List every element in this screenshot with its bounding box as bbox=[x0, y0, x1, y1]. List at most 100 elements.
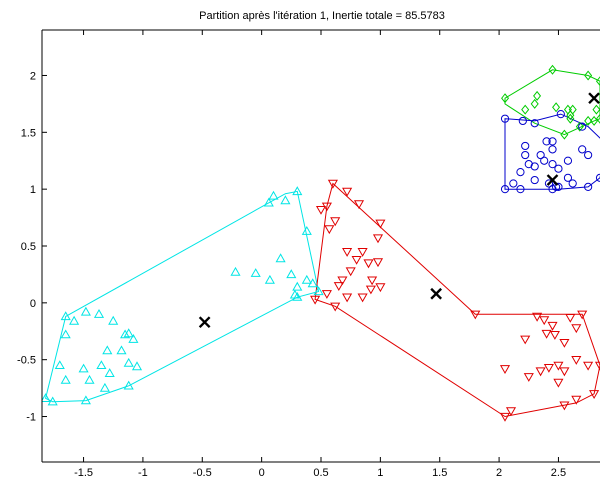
point-triangle-down-23 bbox=[330, 302, 341, 312]
point-circle-24 bbox=[544, 179, 554, 188]
point-circle-11 bbox=[521, 141, 530, 151]
point-circle-4 bbox=[556, 110, 565, 119]
point-diamond-18 bbox=[560, 129, 569, 140]
point-circle-12 bbox=[548, 145, 557, 154]
point-triangle-down-41 bbox=[559, 367, 570, 377]
point-triangle-down-4 bbox=[315, 206, 327, 215]
point-triangle-down-6 bbox=[324, 225, 335, 235]
point-triangle-down-17 bbox=[333, 282, 344, 292]
point-triangle-down-15 bbox=[345, 267, 356, 277]
point-triangle-35 bbox=[292, 291, 303, 301]
point-triangle-down-46 bbox=[594, 361, 600, 371]
point-triangle-12 bbox=[96, 360, 107, 369]
point-triangle-26 bbox=[250, 268, 261, 277]
point-diamond-17 bbox=[521, 104, 530, 115]
point-circle-8 bbox=[548, 137, 557, 146]
point-triangle-down-1 bbox=[327, 179, 338, 189]
point-triangle-down-50 bbox=[589, 390, 600, 400]
point-triangle-down-28 bbox=[539, 316, 550, 326]
point-diamond-16 bbox=[595, 113, 600, 124]
point-triangle-down-27 bbox=[532, 312, 543, 322]
point-triangle-down-51 bbox=[499, 412, 511, 422]
y-tick-label: 1 bbox=[30, 184, 36, 196]
point-diamond-3 bbox=[530, 98, 539, 109]
point-triangle-24 bbox=[42, 393, 51, 402]
point-triangle-18 bbox=[123, 357, 134, 367]
point-triangle-down-26 bbox=[470, 310, 481, 320]
point-triangle-down-24 bbox=[310, 295, 321, 305]
point-triangle-down-44 bbox=[553, 378, 564, 388]
point-diamond-11 bbox=[575, 121, 584, 132]
point-triangle-39 bbox=[263, 197, 274, 207]
point-triangle-38 bbox=[280, 195, 291, 205]
point-diamond-7 bbox=[595, 76, 600, 87]
point-triangle-down-22 bbox=[342, 293, 353, 303]
centroid-4 bbox=[588, 92, 600, 105]
point-triangle-17 bbox=[104, 368, 115, 377]
point-triangle-16 bbox=[84, 374, 95, 384]
point-circle-27 bbox=[554, 182, 563, 191]
x-tick-label: 0 bbox=[259, 467, 265, 479]
chart-title: Partition après l'itération 1, Inertie t… bbox=[199, 10, 445, 22]
y-tick-label: 1.5 bbox=[21, 127, 36, 139]
point-circle-13 bbox=[540, 156, 549, 165]
point-triangle-20 bbox=[99, 382, 110, 392]
point-triangle-down-8 bbox=[375, 219, 386, 229]
point-triangle-down-29 bbox=[547, 321, 558, 331]
point-triangle-19 bbox=[131, 361, 143, 371]
y-tick-label: -1 bbox=[26, 412, 36, 424]
point-circle-18 bbox=[521, 150, 530, 160]
point-triangle-10 bbox=[116, 345, 127, 355]
point-triangle-22 bbox=[80, 395, 91, 405]
point-triangle-1 bbox=[60, 311, 71, 321]
centroid-markers bbox=[198, 92, 600, 329]
point-circle-10 bbox=[536, 150, 545, 160]
point-triangle-down-19 bbox=[365, 285, 376, 295]
cluster-hull-1 bbox=[45, 190, 320, 403]
point-circle-2 bbox=[518, 116, 527, 126]
point-triangle-down-42 bbox=[499, 365, 511, 375]
point-triangle-29 bbox=[286, 269, 297, 279]
point-circle-19 bbox=[524, 160, 533, 169]
point-triangle-25 bbox=[230, 266, 241, 276]
point-triangle-down-2 bbox=[342, 187, 353, 197]
point-triangle-5 bbox=[93, 308, 105, 318]
point-triangle-down-32 bbox=[571, 324, 582, 334]
x-tick-label: 1.5 bbox=[432, 467, 447, 479]
point-triangle-down-25 bbox=[321, 290, 332, 299]
point-circle-9 bbox=[542, 137, 551, 146]
point-circle-22 bbox=[516, 185, 525, 194]
x-tick-label: 2.5 bbox=[551, 467, 566, 479]
point-triangle-3 bbox=[60, 329, 71, 339]
point-triangle-down-13 bbox=[363, 259, 374, 269]
point-triangle-36 bbox=[301, 225, 312, 235]
point-triangle-15 bbox=[60, 374, 71, 384]
x-tick-label: 1 bbox=[377, 467, 383, 479]
point-triangle-down-38 bbox=[553, 361, 564, 371]
cluster-hull-4 bbox=[504, 113, 600, 190]
point-triangle-down-49 bbox=[559, 401, 570, 411]
point-triangle-down-39 bbox=[543, 364, 554, 373]
point-triangle-down-35 bbox=[549, 331, 560, 340]
point-triangle-down-31 bbox=[577, 310, 588, 320]
point-triangle-6 bbox=[108, 315, 119, 325]
point-triangle-30 bbox=[292, 281, 303, 291]
y-tick-label: 0 bbox=[30, 298, 36, 310]
point-triangle-32 bbox=[301, 274, 312, 284]
point-circle-16 bbox=[554, 164, 563, 173]
y-tick-label: 2 bbox=[30, 70, 36, 82]
point-circle-28 bbox=[563, 173, 573, 182]
point-triangle-9 bbox=[128, 333, 139, 343]
point-triangle-21 bbox=[123, 380, 134, 390]
point-triangle-down-36 bbox=[559, 339, 570, 348]
point-diamond-6 bbox=[584, 70, 593, 81]
point-triangle-down-7 bbox=[353, 200, 365, 210]
point-diamond-10 bbox=[584, 115, 593, 126]
point-triangle-11 bbox=[102, 345, 113, 355]
y-tick-label: -0.5 bbox=[17, 355, 36, 367]
point-triangle-40 bbox=[268, 190, 279, 200]
point-circle-32 bbox=[500, 185, 510, 194]
point-triangle-23 bbox=[47, 396, 58, 406]
point-circle-6 bbox=[584, 150, 593, 160]
